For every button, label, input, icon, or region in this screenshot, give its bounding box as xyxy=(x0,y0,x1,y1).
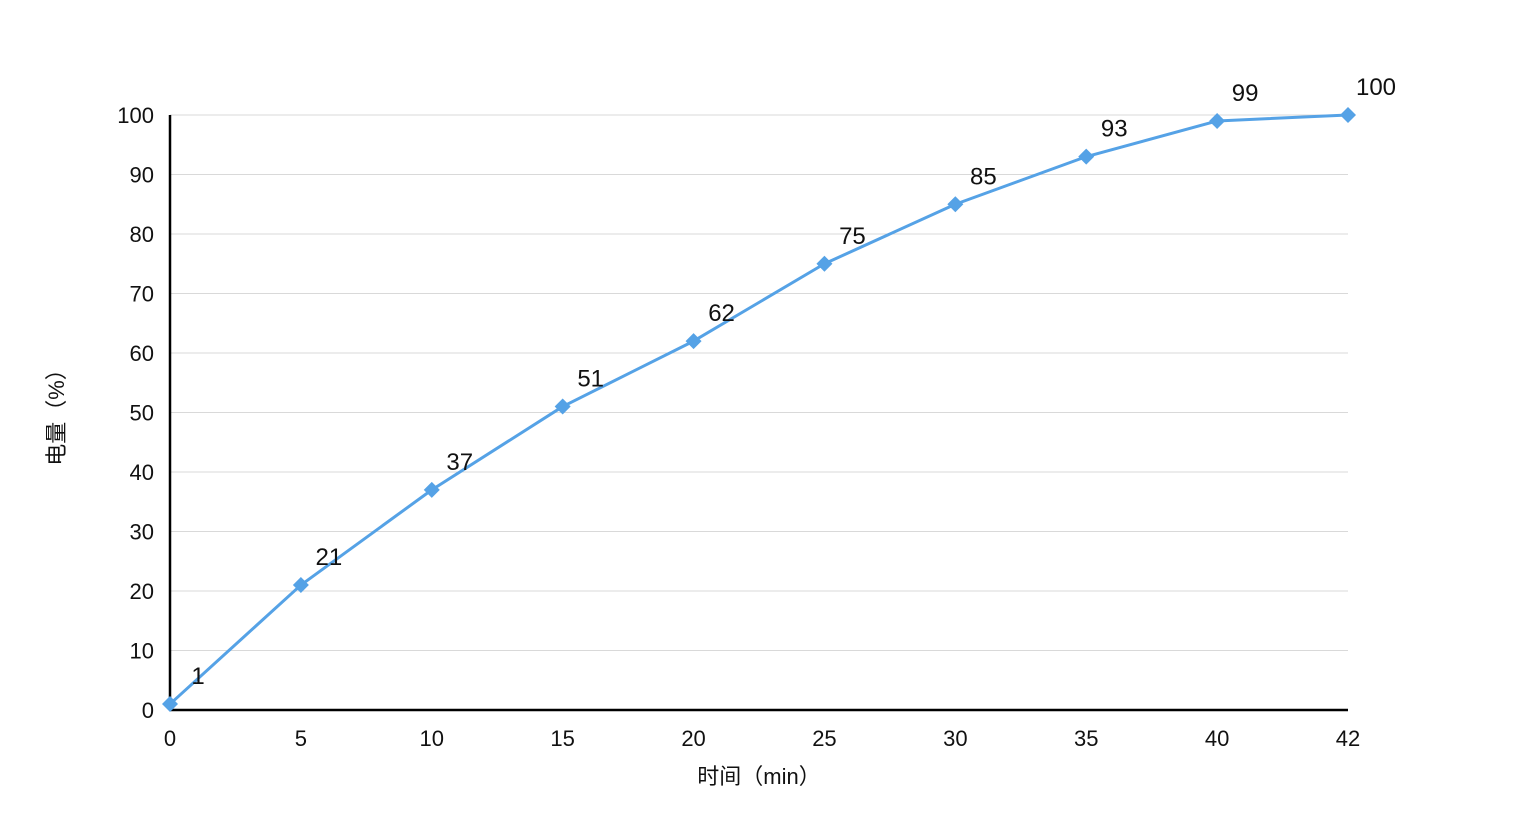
x-tick-label: 25 xyxy=(812,726,836,751)
data-point-label: 62 xyxy=(708,300,735,327)
data-point-marker xyxy=(685,333,702,350)
y-tick-labels: 0 10 20 30 40 50 60 70 80 90 100 xyxy=(117,103,154,723)
data-point-marker xyxy=(423,481,440,498)
data-point-marker xyxy=(1078,148,1095,165)
data-point-marker xyxy=(292,577,309,594)
data-point-marker xyxy=(947,196,964,213)
line-series xyxy=(162,107,1356,713)
x-axis-title: 时间（min） xyxy=(697,764,820,789)
y-tick-label: 10 xyxy=(130,639,154,664)
y-axis-title: 电量（%） xyxy=(44,358,69,466)
x-tick-label: 20 xyxy=(681,726,705,751)
x-tick-labels: 0 5 10 15 20 25 30 35 40 42 xyxy=(164,726,1360,751)
y-tick-label: 20 xyxy=(130,579,154,604)
x-tick-label: 0 xyxy=(164,726,176,751)
data-point-label: 37 xyxy=(446,449,473,476)
y-tick-label: 50 xyxy=(130,401,154,426)
x-tick-label: 5 xyxy=(295,726,307,751)
axes xyxy=(168,115,1348,712)
data-point-label: 21 xyxy=(316,544,343,571)
data-point-marker xyxy=(554,398,571,415)
data-point-labels: 1 21 37 51 62 75 85 93 99 100 xyxy=(191,74,1396,690)
y-tick-label: 100 xyxy=(117,103,154,128)
x-tick-label: 40 xyxy=(1205,726,1229,751)
data-point-label: 93 xyxy=(1101,116,1128,143)
data-point-marker xyxy=(1209,112,1226,129)
data-point-label: 99 xyxy=(1232,80,1259,107)
x-tick-label: 10 xyxy=(420,726,444,751)
y-tick-label: 0 xyxy=(142,698,154,723)
data-point-label: 51 xyxy=(577,366,604,393)
data-point-marker xyxy=(816,255,833,272)
series-line xyxy=(168,113,1350,706)
data-point-label: 75 xyxy=(839,223,866,250)
data-point-label: 1 xyxy=(191,663,204,690)
data-point-label: 85 xyxy=(970,163,997,190)
x-tick-label: 30 xyxy=(943,726,967,751)
y-tick-label: 80 xyxy=(130,222,154,247)
gridlines xyxy=(170,114,1348,651)
y-tick-label: 60 xyxy=(130,341,154,366)
data-point-marker xyxy=(1340,107,1356,123)
data-point-label: 100 xyxy=(1356,74,1396,101)
x-tick-label: 35 xyxy=(1074,726,1098,751)
x-tick-label: 15 xyxy=(550,726,574,751)
data-point-marker xyxy=(162,696,178,713)
y-tick-label: 40 xyxy=(130,460,154,485)
y-tick-label: 70 xyxy=(130,282,154,307)
y-tick-label: 30 xyxy=(130,520,154,545)
x-tick-label: 42 xyxy=(1336,726,1360,751)
y-tick-label: 90 xyxy=(130,163,154,188)
